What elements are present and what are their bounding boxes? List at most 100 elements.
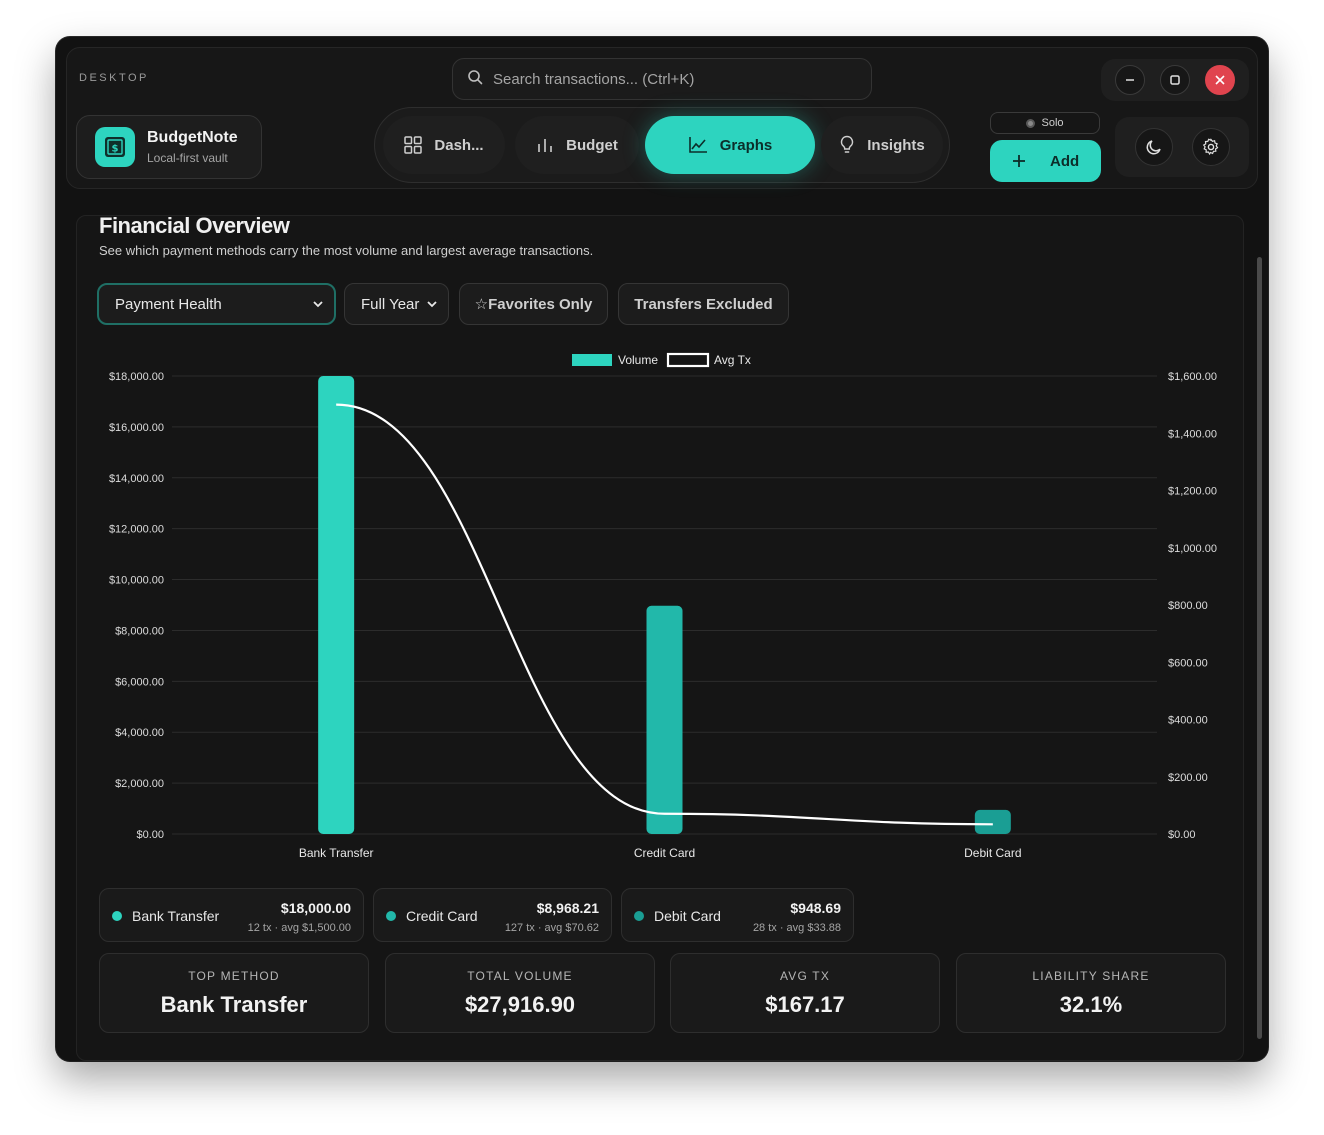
legend-dot (634, 911, 644, 921)
status-dot (1026, 118, 1036, 128)
transfers-label: Transfers Excluded (634, 295, 773, 313)
right-axis-tick-label: $400.00 (1168, 715, 1208, 727)
scrollbar[interactable] (1257, 257, 1262, 1039)
period-select[interactable]: Full Year (344, 283, 449, 325)
bars-icon (538, 139, 552, 152)
stat-label: LIABILITY SHARE (1032, 969, 1150, 983)
gear-icon (1202, 138, 1218, 156)
maximize-icon (1170, 75, 1180, 85)
legend-swatch-volume (572, 354, 612, 366)
stat-label: TOTAL VOLUME (467, 969, 573, 983)
left-axis-tick-label: $14,000.00 (109, 473, 164, 485)
view-select[interactable]: Payment Health (97, 283, 336, 325)
main-navigation: Dash... Budget Graphs Insights (374, 107, 950, 183)
moon-icon (1146, 140, 1161, 155)
method-card-bank-transfer[interactable]: Bank Transfer $18,000.00 12 tx · avg $1,… (99, 888, 364, 942)
method-value: $8,968.21 (536, 900, 599, 916)
add-label: Add (1050, 152, 1080, 170)
left-axis-tick-label: $10,000.00 (109, 575, 164, 587)
lightbulb-icon (840, 135, 854, 153)
right-axis-tick-label: $200.00 (1168, 772, 1208, 784)
volume-bar (974, 809, 1011, 834)
app-window: DESKTOP $ BudgetNote Local-first vault D… (56, 37, 1268, 1061)
page-subtitle: See which payment methods carry the most… (99, 243, 594, 258)
left-axis-tick-label: $18,000.00 (109, 371, 164, 383)
stat-top-method: TOP METHOD Bank Transfer (99, 953, 369, 1033)
tab-label: Budget (566, 136, 618, 154)
brand-subtitle: Local-first vault (147, 151, 228, 165)
minimize-button[interactable] (1114, 65, 1145, 95)
minimize-icon (1125, 79, 1134, 81)
stat-avg-tx: AVG TX $167.17 (670, 953, 940, 1033)
close-icon (1215, 75, 1225, 85)
left-axis-tick-label: $8,000.00 (115, 625, 164, 637)
stat-label: AVG TX (779, 969, 831, 983)
settings-button[interactable] (1191, 128, 1230, 166)
stat-liability-share: LIABILITY SHARE 32.1% (956, 953, 1226, 1033)
chevron-down-icon (313, 301, 323, 308)
page-title: Financial Overview (99, 213, 290, 238)
chevron-down-icon (427, 301, 437, 308)
method-name: Debit Card (654, 908, 721, 924)
method-meta: 127 tx · avg $70.62 (504, 922, 599, 934)
method-card-debit-card[interactable]: Debit Card $948.69 28 tx · avg $33.88 (621, 888, 854, 942)
period-select-value: Full Year (361, 295, 420, 313)
legend-swatch-avg-tx (666, 352, 710, 368)
legend-label-volume: Volume (618, 353, 658, 367)
favorites-filter-button[interactable]: ☆Favorites Only (459, 283, 608, 325)
tab-dashboard[interactable]: Dash... (383, 116, 505, 174)
view-select-value: Payment Health (115, 295, 222, 313)
mode-toggle[interactable]: Solo (990, 112, 1100, 134)
grid-icon (404, 136, 423, 154)
close-button[interactable] (1205, 65, 1236, 95)
right-axis-tick-label: $1,600.00 (1168, 371, 1217, 383)
brand-name: BudgetNote (147, 129, 238, 146)
mode-label: Solo (1041, 117, 1064, 129)
category-label: Bank Transfer (299, 846, 374, 860)
left-axis-tick-label: $0.00 (136, 829, 164, 841)
left-axis-tick-label: $12,000.00 (109, 524, 164, 536)
tab-label: Graphs (719, 136, 773, 154)
avg-tx-line (336, 403, 993, 826)
stat-value: 32.1% (1059, 992, 1123, 1017)
right-axis-tick-label: $800.00 (1168, 600, 1208, 612)
search-input[interactable] (493, 70, 853, 88)
tab-insights[interactable]: Insights (821, 116, 943, 174)
window-controls (1101, 59, 1249, 101)
tab-graphs[interactable]: Graphs (645, 116, 815, 174)
category-label: Debit Card (964, 846, 1021, 860)
legend-dot (112, 911, 122, 921)
legend-dot (386, 911, 396, 921)
transfers-filter-button[interactable]: Transfers Excluded (618, 283, 789, 325)
left-axis-tick-label: $4,000.00 (115, 727, 164, 739)
method-name: Credit Card (406, 908, 478, 924)
stat-label: TOP METHOD (188, 969, 280, 983)
method-card-credit-card[interactable]: Credit Card $8,968.21 127 tx · avg $70.6… (373, 888, 612, 942)
category-label: Credit Card (634, 846, 695, 860)
wallet-book-icon: $ (95, 127, 135, 167)
left-axis-tick-label: $2,000.00 (115, 778, 164, 790)
brand-card[interactable]: $ BudgetNote Local-first vault (76, 115, 262, 179)
right-axis-tick-label: $1,400.00 (1168, 428, 1217, 440)
right-axis-tick-label: $1,200.00 (1168, 486, 1217, 498)
search-bar[interactable] (452, 58, 872, 100)
volume-bar (646, 605, 683, 834)
method-meta: 28 tx · avg $33.88 (752, 922, 841, 934)
tab-label: Insights (867, 136, 925, 154)
platform-label: DESKTOP (79, 72, 149, 84)
theme-toggle-button[interactable] (1134, 128, 1173, 166)
volume-bar (318, 376, 355, 834)
search-icon (467, 69, 483, 90)
left-axis-tick-label: $16,000.00 (109, 422, 164, 434)
left-axis-tick-label: $6,000.00 (115, 676, 164, 688)
svg-text:$: $ (112, 144, 119, 155)
stat-value: $167.17 (765, 992, 845, 1017)
stat-total-volume: TOTAL VOLUME $27,916.90 (385, 953, 655, 1033)
maximize-button[interactable] (1159, 65, 1190, 95)
tab-budget[interactable]: Budget (515, 116, 639, 174)
add-button[interactable]: Add (990, 140, 1101, 182)
stat-value: Bank Transfer (160, 992, 308, 1017)
plus-icon (1013, 155, 1025, 167)
line-chart-icon (688, 137, 707, 153)
payment-health-chart: $0.00 $2,000.00 $4,000.00 $6,000.00 $8,000.0… (109, 352, 1217, 860)
